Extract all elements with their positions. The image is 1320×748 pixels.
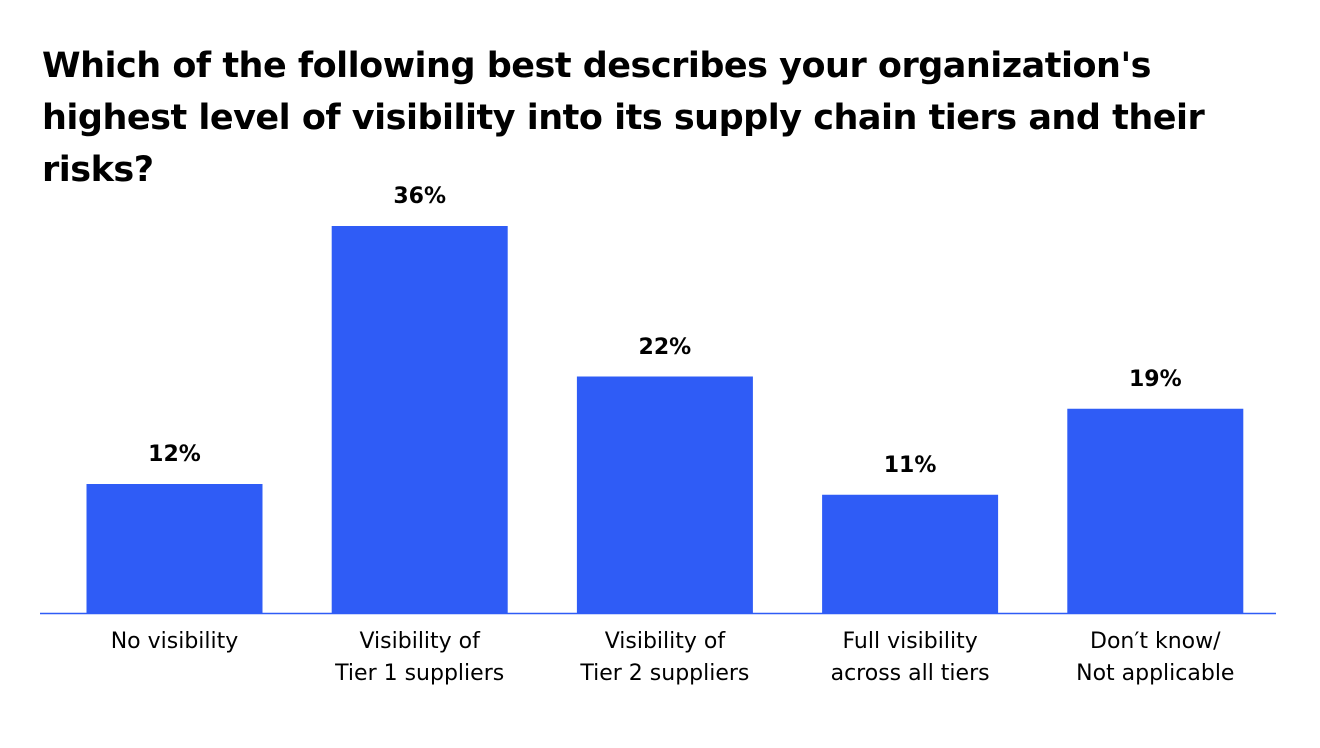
chart-title: Which of the following best describes yo… bbox=[42, 46, 1205, 190]
x-tick-label: Full visibility across all tiers bbox=[830, 629, 990, 686]
bar bbox=[331, 226, 508, 613]
value-label: 22% bbox=[638, 334, 692, 360]
value-label: 36% bbox=[393, 184, 447, 209]
x-tick-label: Don′t know/ Not applicable bbox=[1076, 629, 1235, 686]
bar bbox=[86, 484, 263, 613]
value-label: 19% bbox=[1128, 366, 1182, 392]
bar bbox=[576, 376, 753, 613]
value-label: 11% bbox=[883, 452, 937, 478]
x-tick-label: Visibility of Tier 1 suppliers bbox=[335, 629, 505, 686]
x-tick-label: Visibility of Tier 2 suppliers bbox=[580, 629, 750, 686]
bar bbox=[1067, 408, 1244, 613]
bar bbox=[822, 494, 999, 613]
x-tick-label: No visibility bbox=[110, 629, 239, 654]
value-label: 12% bbox=[148, 442, 201, 467]
